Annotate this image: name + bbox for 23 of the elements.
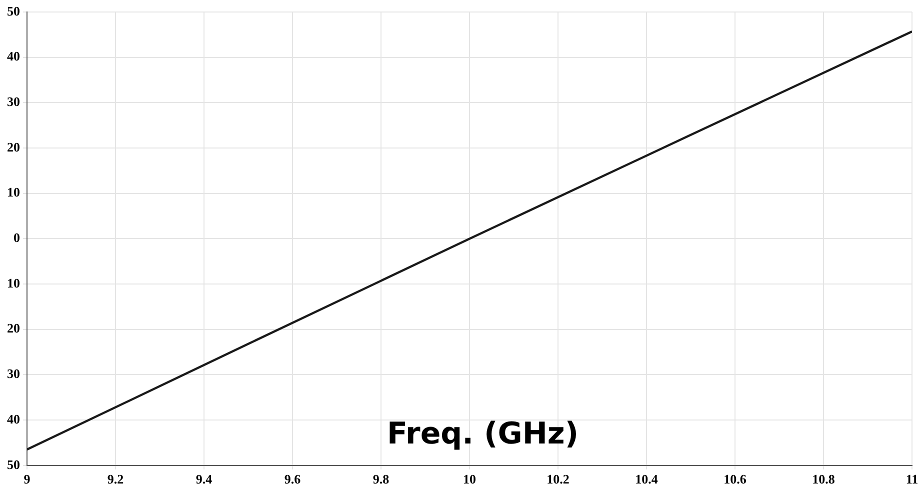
- x-tick-label: 10.2: [546, 472, 570, 487]
- y-tick-label: 40: [7, 48, 20, 64]
- y-tick-label: 30: [7, 366, 20, 382]
- x-tick-label: 9.2: [107, 472, 124, 487]
- x-tick-label: 9.8: [372, 472, 390, 487]
- y-tick-label: 0: [14, 230, 20, 246]
- y-tick-label: 20: [7, 139, 20, 154]
- y-tick-label: 40: [7, 411, 20, 426]
- x-axis-title: Freq. (GHz): [386, 416, 579, 452]
- x-tick-label: 9: [24, 472, 31, 487]
- x-tick-label: 11: [906, 472, 918, 487]
- x-tick-label: 9.6: [284, 472, 302, 487]
- y-tick-label: 50: [7, 3, 20, 18]
- y-tick-label: 10: [7, 275, 20, 290]
- y-tick-label: 30: [7, 94, 20, 110]
- x-tick-label: 10: [463, 472, 476, 487]
- x-tick-label: 10.8: [812, 472, 836, 487]
- y-tick-label: 10: [7, 184, 20, 200]
- y-tick-label: 20: [7, 320, 20, 336]
- y-tick-label: 50: [7, 456, 20, 472]
- x-tick-label: 10.4: [635, 472, 658, 487]
- x-tick-label: 10.6: [724, 472, 747, 487]
- x-tick-label: 9.4: [196, 472, 213, 487]
